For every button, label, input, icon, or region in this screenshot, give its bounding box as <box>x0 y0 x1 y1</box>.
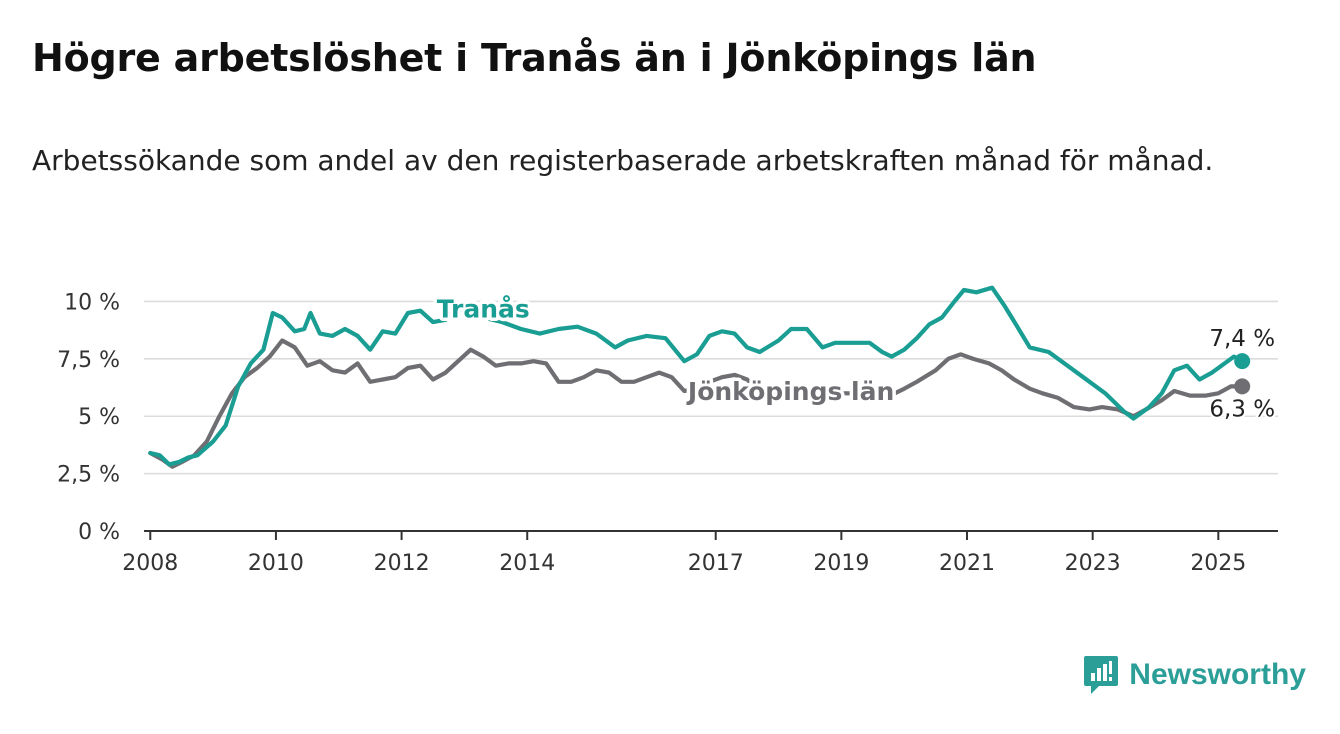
chart-subtitle: Arbetssökande som andel av den registerb… <box>32 144 1214 177</box>
y-tick-label: 0 % <box>78 520 120 545</box>
series-line <box>148 285 1245 467</box>
series-end-value-label: 6,3 % <box>1209 396 1275 422</box>
series-name-label: Tranås <box>437 295 530 324</box>
series-end-point <box>1234 353 1251 370</box>
series-lines <box>148 285 1251 469</box>
x-tick-label: 2025 <box>1190 551 1246 576</box>
x-tick-label: 2014 <box>499 551 555 576</box>
newsworthy-logo-icon <box>1084 656 1119 694</box>
grid-lines <box>144 300 1278 475</box>
x-tick-label: 2019 <box>813 551 869 576</box>
axes: 0 % 2,5 % 5 % 7,5 % 10 % 2008 2010 2012 2014 2017… <box>57 290 1278 576</box>
brand-name: Newsworthy <box>1129 658 1306 691</box>
y-tick-label: 10 % <box>64 290 120 315</box>
chart-title: Högre arbetslöshet i Tranås än i Jönköpi… <box>32 36 1037 80</box>
x-tick-label: 2008 <box>122 551 178 576</box>
x-tick-label: 2012 <box>374 551 430 576</box>
series-name-label: Jönköpings län <box>686 377 894 406</box>
y-tick-label: 7,5 % <box>57 348 120 373</box>
series-end-value-label: 7,4 % <box>1209 326 1275 352</box>
x-tick-label: 2023 <box>1065 551 1121 576</box>
y-tick-label: 5 % <box>78 405 120 430</box>
y-tick-label: 2,5 % <box>57 463 120 488</box>
brand-logo: Newsworthy <box>1083 654 1306 696</box>
x-tick-label: 2017 <box>688 551 744 576</box>
x-tick-label: 2010 <box>248 551 304 576</box>
series-labels: Tranås 7,4 % Jönköpings län 6,3 % <box>433 291 1277 425</box>
series-end-point <box>1234 378 1251 395</box>
series-line <box>148 338 1245 469</box>
x-tick-label: 2021 <box>939 551 995 576</box>
